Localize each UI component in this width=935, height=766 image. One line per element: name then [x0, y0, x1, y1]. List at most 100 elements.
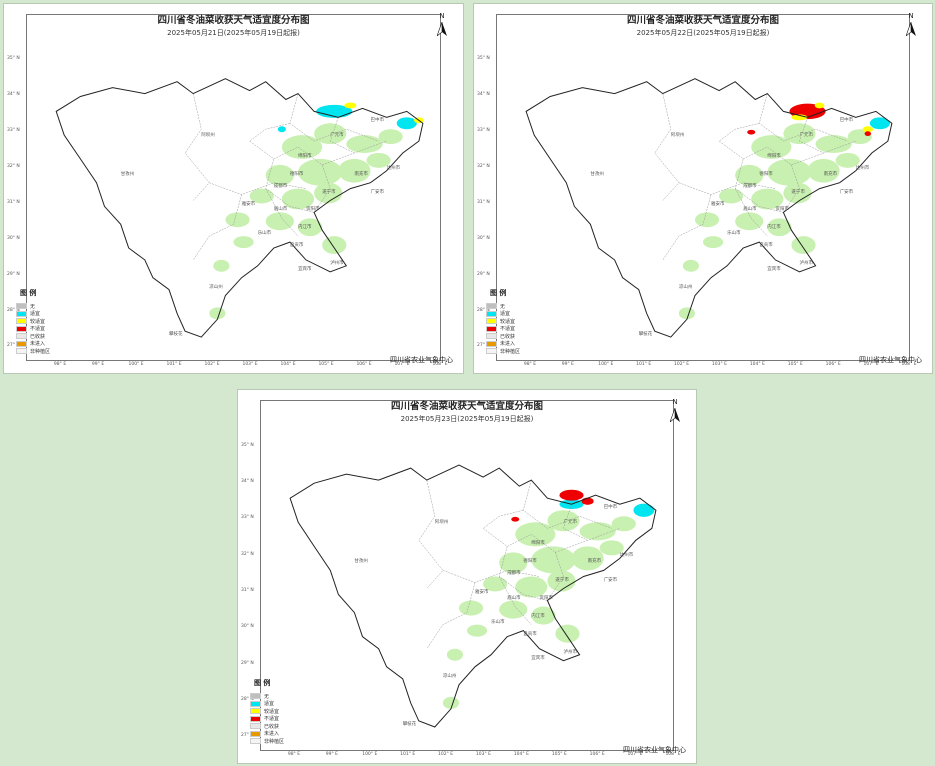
lon-tick-label: 106° E: [825, 362, 841, 367]
place-label: 内江市: [767, 225, 781, 231]
lat-tick-label: 27° N: [7, 343, 20, 349]
crop-area: [547, 510, 580, 532]
place-label: 自贡市: [523, 631, 537, 637]
lon-tick-label: 108° E: [432, 362, 448, 367]
place-label: 凉山州: [678, 284, 693, 290]
crop-area: [735, 164, 764, 186]
place-label: 绵阳市: [767, 154, 781, 159]
legend-label: 较适宜: [30, 318, 46, 325]
condition-area-unsuitable: [559, 489, 584, 501]
lat-tick-label: 32° N: [241, 551, 254, 557]
lon-tick-label: 104° E: [513, 752, 529, 757]
place-label: 宜宾市: [531, 655, 545, 661]
crop-area: [694, 212, 720, 228]
legend-item: 较适宜: [250, 708, 320, 716]
prefecture-boundary: [265, 158, 315, 213]
province-fill: [56, 78, 423, 338]
legend-label: 适宜: [264, 701, 275, 708]
map-panel-0522: 35° N 34° N 33° N 32° N 31° N 30° N 29° N 28° N…: [473, 3, 933, 374]
lon-tick-label: 99° E: [325, 752, 338, 757]
longitude-ticks: 98° E 99° E 100° E 101° E 102° E 103° E 104° E…: [27, 362, 448, 370]
place-label: 巴中市: [839, 118, 854, 124]
lon-tick-label: 101° E: [166, 362, 182, 367]
crop-area: [209, 307, 226, 320]
crop-area: [446, 648, 463, 661]
crop-area: [783, 182, 812, 204]
crop-area: [314, 123, 347, 145]
legend-swatch: [250, 715, 261, 722]
crop-area: [783, 123, 816, 145]
condition-area-suitable: [277, 126, 286, 133]
lat-tick-label: 29° N: [477, 271, 490, 277]
legend-item: 非种植区: [486, 348, 556, 356]
legend-item: 已收获: [486, 333, 556, 341]
latitude-ticks: 35° N 34° N 33° N 32° N 31° N 30° N 29° N 28° N…: [477, 15, 495, 360]
province-map: [55, 78, 424, 338]
lon-tick-label: 105° E: [318, 362, 334, 367]
north-arrow-icon: N: [435, 12, 449, 36]
place-label: 成都市: [273, 183, 288, 189]
lon-tick-label: 98° E: [53, 362, 67, 367]
lon-tick-label: 103° E: [711, 362, 728, 367]
prefecture-boundary: [482, 528, 588, 553]
agency-label: 四川省农业气象中心: [859, 356, 922, 364]
legend-swatch: [250, 708, 261, 715]
prefecture-boundary: [718, 123, 760, 142]
province-map: [525, 78, 893, 338]
crop-area: [346, 135, 383, 153]
place-label: 攀枝花: [638, 332, 653, 338]
legend-swatch: [16, 318, 27, 325]
map-frame: 35° N 34° N 33° N 32° N 31° N 30° N 29° N 28° N…: [477, 14, 917, 367]
legend-label: 较适宜: [264, 708, 280, 715]
lon-tick-label: 98° E: [523, 362, 537, 367]
place-label: 雅安市: [475, 589, 489, 595]
place-label: 资阳市: [306, 207, 320, 213]
province-boundary: [289, 464, 657, 728]
condition-area-suitable: [633, 503, 655, 517]
place-label: 南充市: [823, 171, 838, 177]
place-label: 泸州市: [799, 260, 814, 266]
legend: 图 例无适宜 较适宜 不适宜 已收获 未进入 非种植区: [16, 288, 86, 356]
legend-label: 适宜: [30, 311, 41, 318]
place-label: 绵阳市: [531, 541, 545, 547]
lat-tick-label: 32° N: [477, 164, 490, 170]
crop-area: [265, 212, 294, 231]
place-label: 宜宾市: [767, 266, 781, 272]
place-label: 达州市: [855, 165, 870, 171]
legend-label: 适宜: [500, 311, 511, 318]
place-label: 广元市: [563, 520, 578, 526]
map-title: 四川省冬油菜收获天气适宜度分布图: [626, 15, 779, 26]
legend-swatch: [16, 348, 27, 355]
lat-tick-label: 34° N: [241, 479, 254, 485]
crop-area: [555, 624, 580, 643]
map-panel-0523: 35° N 34° N 33° N 32° N 31° N 30° N 29° N 28° N…: [237, 389, 697, 764]
place-label: 攀枝花: [402, 721, 417, 727]
north-label: N: [908, 12, 914, 20]
lon-tick-label: 103° E: [242, 362, 258, 367]
legend-swatch: [16, 333, 27, 340]
prefecture-boundary: [523, 480, 612, 529]
legend-label: 已收获: [30, 333, 46, 340]
place-label: 甘孜州: [354, 559, 368, 565]
crop-area: [515, 576, 548, 598]
prefecture-boundary: [783, 164, 800, 213]
lat-tick-label: 34° N: [7, 92, 20, 98]
lon-tick-label: 103° E: [475, 752, 492, 757]
crop-area: [547, 570, 576, 592]
legend-label: 无: [264, 693, 270, 700]
place-label: 资阳市: [539, 595, 553, 601]
prefecture-boundary: [313, 164, 331, 213]
prefecture-boundary: [329, 117, 387, 154]
legend-swatch: [486, 348, 497, 355]
place-label: 凉山州: [442, 673, 457, 679]
prefecture-boundary: [718, 140, 824, 166]
prefecture-boundary: [563, 504, 620, 541]
place-label: 广元市: [799, 133, 814, 139]
crop-area: [515, 522, 556, 547]
crop-area: [442, 696, 459, 709]
map-subtitle: 2025年05月21日(2025年05月19日起报): [167, 29, 300, 37]
legend-swatch: [16, 303, 27, 310]
legend-swatch: [250, 700, 261, 707]
crop-area: [579, 522, 616, 541]
prefecture-boundary: [759, 93, 848, 142]
